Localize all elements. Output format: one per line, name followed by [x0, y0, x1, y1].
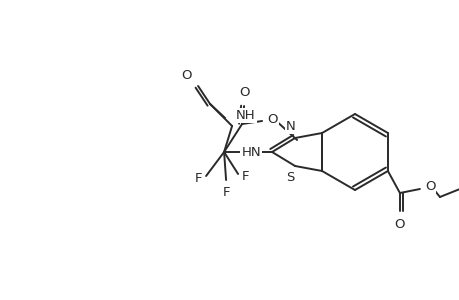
Text: O: O — [238, 86, 249, 99]
Text: NH: NH — [235, 109, 255, 122]
Text: HN: HN — [241, 146, 260, 158]
Text: F: F — [222, 186, 230, 199]
Text: O: O — [181, 69, 192, 82]
Text: N: N — [285, 120, 295, 133]
Text: O: O — [394, 218, 404, 231]
Text: F: F — [241, 169, 249, 182]
Text: O: O — [267, 112, 277, 125]
Text: S: S — [285, 171, 294, 184]
Text: F: F — [194, 172, 202, 184]
Text: O: O — [424, 181, 435, 194]
